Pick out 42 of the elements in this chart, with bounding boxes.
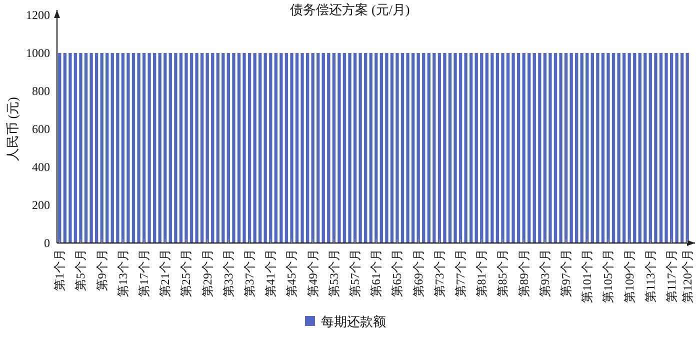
y-tick-label: 1000 [26,46,50,60]
x-tick-label: 第41个月 [264,249,278,297]
legend: 每期还款额 [305,314,386,329]
chart-title: 债务偿还方案 (元/月) [290,2,410,17]
x-tick-label: 第57个月 [348,249,362,297]
x-tick-label: 第21个月 [158,249,172,297]
x-tick-label: 第117个月 [664,249,679,303]
x-tick-label: 第49个月 [306,249,320,297]
x-tick-label: 第1个月 [52,249,67,291]
legend-label: 每期还款额 [321,314,386,329]
x-tick-label: 第33个月 [221,249,236,297]
x-tick-label: 第105个月 [601,249,616,303]
x-tick-label: 第73个月 [432,249,446,297]
x-tick-label: 第37个月 [242,249,257,297]
x-tick-label: 第89个月 [516,249,531,297]
x-tick-label: 第25个月 [179,249,194,297]
x-tick-label: 第29个月 [200,249,214,297]
x-tick-label: 第85个月 [496,249,510,297]
x-tick-label: 第113个月 [643,249,658,303]
x-tick-label: 第81个月 [474,249,489,297]
x-tick-label: 第77个月 [454,249,468,297]
x-tick-label: 第61个月 [369,249,384,297]
x-tick-label: 第45个月 [284,249,299,297]
x-tick-label: 第97个月 [559,249,574,297]
y-tick-label: 600 [32,122,50,136]
x-tick-label: 第69个月 [411,249,426,297]
y-tick-label: 1200 [26,8,50,22]
x-tick-label: 第5个月 [74,249,88,291]
y-tick-label: 200 [32,198,50,212]
x-tick-label: 第101个月 [580,249,594,303]
x-tick-label: 第65个月 [390,249,404,297]
x-tick-label: 第53个月 [326,249,341,297]
x-tick-label: 第9个月 [94,249,109,291]
y-axis-title: 人民币 (元) [5,97,20,161]
y-tick-label: 800 [32,84,50,98]
x-tick-label: 第109个月 [622,249,636,303]
y-tick-label: 0 [44,236,50,250]
y-tick-label: 400 [32,160,50,174]
x-tick-label: 第93个月 [538,249,552,297]
x-tick-label: 第120个月 [680,249,694,303]
x-tick-label: 第13个月 [116,249,130,297]
x-tick-label: 第17个月 [137,249,152,297]
